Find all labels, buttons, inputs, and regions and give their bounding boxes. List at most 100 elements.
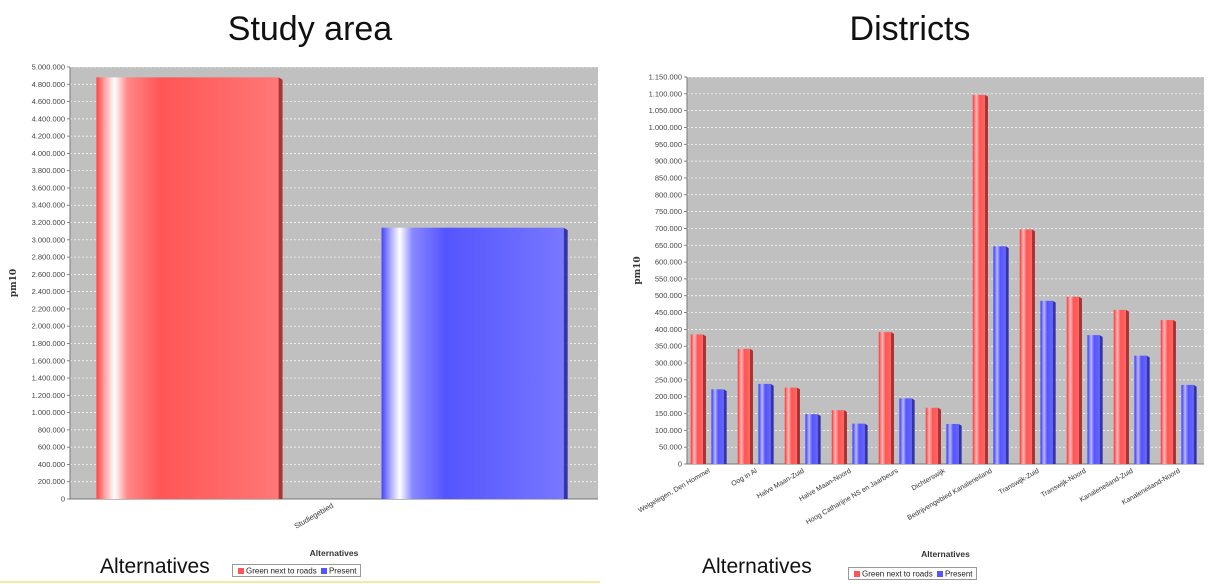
y-tick-label: 200.000 — [38, 477, 65, 486]
bar-side-green-next-to-roads — [843, 410, 847, 464]
bar-side-present — [817, 414, 821, 464]
y-tick-label: 4.200.000 — [32, 132, 65, 141]
y-tick-label: 0 — [61, 495, 65, 504]
x-tick-label: Transwijk-Noord — [1040, 468, 1087, 499]
right-chart-title: Districts — [849, 10, 971, 48]
y-tick-label: 3.600.000 — [32, 183, 65, 192]
legend-label-present: Present — [328, 566, 357, 576]
y-tick-label: 150.000 — [655, 409, 682, 418]
bar-green-next-to-roads — [1160, 319, 1173, 464]
bar-side-present — [864, 423, 868, 464]
legend-label-green-next-to-roads: Green next to roads — [862, 569, 933, 579]
y-tick-label: 1.100.000 — [649, 89, 682, 98]
y-tick-label: 3.000.000 — [32, 235, 65, 244]
y-tick-label: 1.150.000 — [649, 73, 682, 82]
y-tick-label: 1.400.000 — [32, 374, 65, 383]
x-tick-label: Transwijk-Zuid — [998, 468, 1041, 497]
bar-side-green-next-to-roads — [984, 94, 988, 464]
bar-side-present — [1005, 246, 1009, 464]
y-tick-label: 350.000 — [655, 342, 682, 351]
legend-swatch-green-next-to-roads — [238, 567, 244, 574]
bar-green-next-to-roads — [972, 94, 985, 464]
x-tick-label: Hoog Catharijne NS en Jaarbeurs — [805, 467, 900, 526]
bar-side-green-next-to-roads — [278, 77, 283, 500]
bar-side-present — [1052, 300, 1056, 464]
bar-green-next-to-roads — [1066, 296, 1079, 464]
y-tick-label: 50.000 — [659, 443, 682, 452]
bar-side-present — [1099, 335, 1103, 464]
bar-green-next-to-roads — [925, 407, 938, 464]
x-tick-label: Halve Maan-Zuid — [756, 468, 806, 501]
bar-side-present — [958, 423, 962, 464]
y-axis-label: pm10 — [9, 269, 19, 297]
bar-side-present — [563, 227, 568, 500]
legend-label-green-next-to-roads: Green next to roads — [246, 566, 317, 576]
x-tick-label: Oog in Al — [730, 467, 758, 487]
y-tick-label: 800.000 — [655, 190, 682, 199]
y-tick-label: 1.000.000 — [649, 123, 682, 132]
bar-present — [899, 398, 912, 464]
bar-green-next-to-roads — [831, 410, 844, 464]
bar-green-next-to-roads — [690, 334, 703, 464]
legend-swatch-present — [936, 570, 943, 577]
y-tick-label: 4.600.000 — [32, 97, 65, 106]
legend-swatch-green-next-to-roads — [854, 570, 860, 577]
bar-green-next-to-roads — [96, 77, 279, 500]
bar-side-green-next-to-roads — [1172, 319, 1176, 464]
x-tick-label: Dichterswijk — [911, 467, 947, 492]
x-tick-label: Bedrijvengebied Kanaleneiland — [906, 468, 993, 522]
legend-swatch-present — [320, 567, 327, 574]
divider-line — [0, 581, 600, 583]
y-tick-label: 600.000 — [38, 443, 65, 452]
y-tick-label: 200.000 — [655, 392, 682, 401]
x-tick-label: Studiegebied — [293, 501, 335, 531]
bar-green-next-to-roads — [878, 332, 891, 464]
y-tick-label: 400.000 — [38, 460, 65, 469]
y-tick-label: 700.000 — [655, 224, 682, 233]
y-tick-label: 2.000.000 — [32, 322, 65, 331]
bar-present — [993, 246, 1006, 464]
y-tick-label: 400.000 — [655, 325, 682, 334]
y-tick-label: 2.600.000 — [32, 270, 65, 279]
y-tick-label: 2.400.000 — [32, 287, 65, 296]
y-tick-label: 950.000 — [655, 140, 682, 149]
bar-present — [1134, 355, 1147, 464]
bar-present — [711, 389, 724, 464]
y-tick-label: 250.000 — [655, 375, 682, 384]
y-tick-label: 650.000 — [655, 241, 682, 250]
legend-label-present: Present — [944, 569, 973, 579]
y-tick-label: 1.800.000 — [32, 339, 65, 348]
bar-present — [381, 227, 564, 500]
left-legend-title: Alternatives — [100, 555, 210, 578]
x-tick-label: Welgelegen, Den Hommel — [637, 467, 712, 514]
bar-present — [852, 423, 865, 464]
bar-present — [758, 383, 771, 464]
y-tick-label: 2.800.000 — [32, 253, 65, 262]
y-tick-label: 750.000 — [655, 207, 682, 216]
bar-side-green-next-to-roads — [1078, 296, 1082, 464]
bar-present — [946, 423, 959, 464]
y-tick-label: 1.050.000 — [649, 106, 682, 115]
bar-side-present — [770, 383, 774, 464]
bar-side-green-next-to-roads — [796, 387, 800, 464]
x-axis-label: Alternatives — [921, 549, 970, 559]
right-legend-title: Alternatives — [702, 555, 812, 578]
y-tick-label: 900.000 — [655, 157, 682, 166]
bar-side-green-next-to-roads — [749, 348, 753, 464]
y-tick-label: 3.400.000 — [32, 201, 65, 210]
y-tick-label: 1.600.000 — [32, 356, 65, 365]
bar-green-next-to-roads — [737, 348, 750, 464]
left-legend: Green next to roads Present — [232, 564, 361, 578]
bar-side-green-next-to-roads — [937, 407, 941, 464]
y-tick-label: 1.000.000 — [32, 408, 65, 417]
y-tick-label: 2.200.000 — [32, 304, 65, 313]
y-tick-label: 4.400.000 — [32, 114, 65, 123]
bar-green-next-to-roads — [784, 387, 797, 464]
y-tick-label: 300.000 — [655, 359, 682, 368]
y-tick-label: 550.000 — [655, 274, 682, 283]
left-chart-title: Study area — [227, 10, 393, 48]
left-chart: 0 200.000 400.000 600.000 800.000 1.000.000 1.… — [9, 63, 598, 558]
bar-side-present — [911, 398, 915, 464]
y-tick-label: 100.000 — [655, 426, 682, 435]
